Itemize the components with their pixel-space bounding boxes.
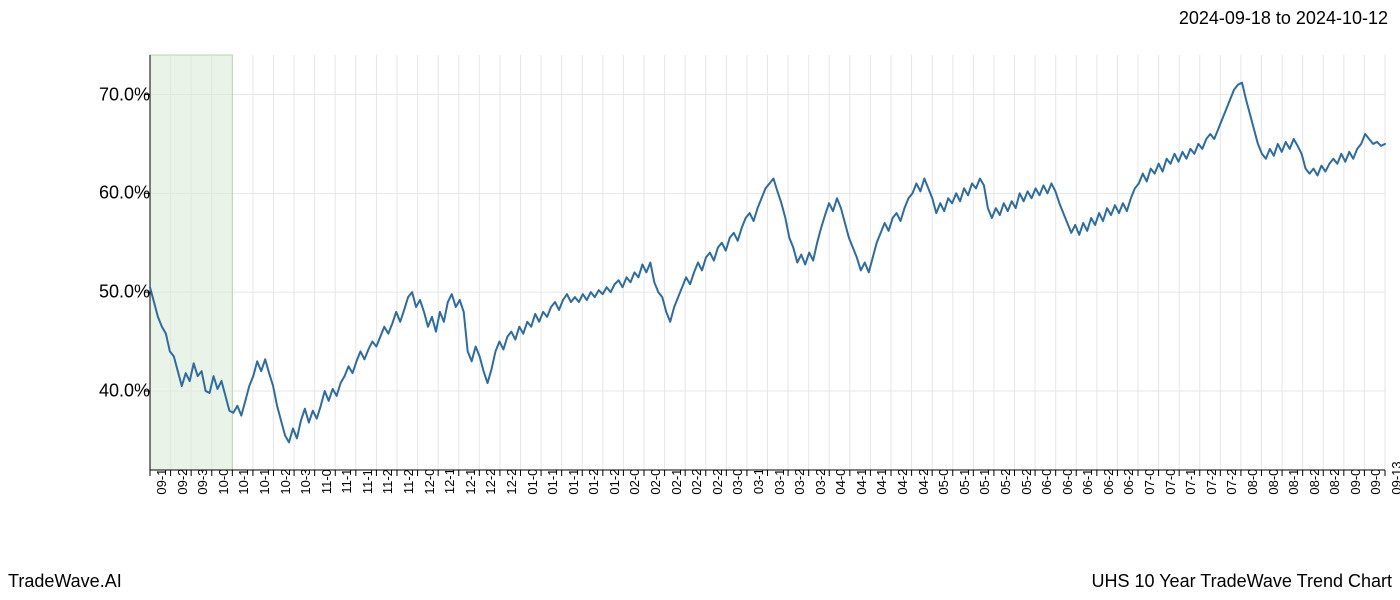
chart-plot-area <box>150 55 1385 470</box>
date-range-label: 2024-09-18 to 2024-10-12 <box>1179 8 1388 29</box>
chart-title: UHS 10 Year TradeWave Trend Chart <box>1092 571 1393 592</box>
line-chart-svg <box>150 55 1385 470</box>
y-tick-label: 40.0% <box>10 380 150 401</box>
y-tick-label: 50.0% <box>10 282 150 303</box>
y-tick-label: 70.0% <box>10 84 150 105</box>
y-tick-label: 60.0% <box>10 183 150 204</box>
brand-label: TradeWave.AI <box>8 571 122 592</box>
x-tick-label: 09-13 <box>1389 461 1400 494</box>
